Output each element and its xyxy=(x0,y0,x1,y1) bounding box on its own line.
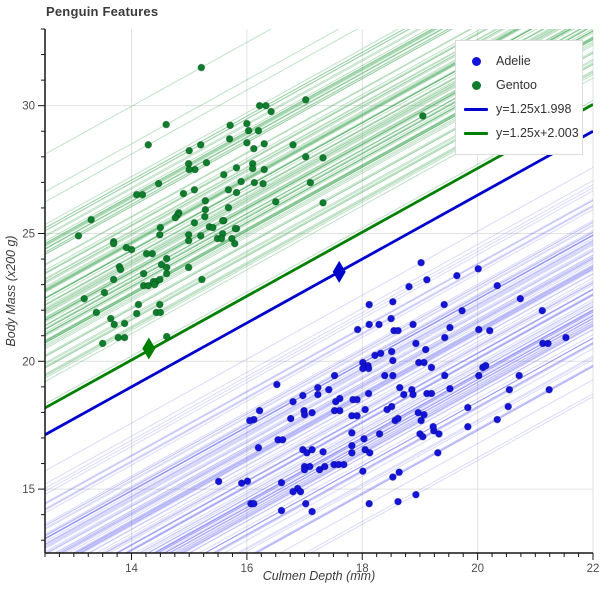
svg-text:16: 16 xyxy=(240,563,253,575)
legend-item-adelie: Adelie xyxy=(463,49,582,73)
adelie-dot-marker xyxy=(463,56,489,66)
legend-label-adelie-fit: y=1.25x1.998 xyxy=(496,102,572,116)
y-axis-label: Body Mass (x200 g) xyxy=(4,235,18,347)
legend-label-gentoo: Gentoo xyxy=(496,78,538,92)
svg-text:20: 20 xyxy=(22,356,35,368)
svg-text:14: 14 xyxy=(125,563,138,575)
svg-text:20: 20 xyxy=(471,563,484,575)
query-diamonds xyxy=(142,260,346,360)
legend-item-gentoo: Gentoo xyxy=(463,73,582,97)
green-line-marker xyxy=(463,131,489,135)
gentoo-dot-marker xyxy=(463,80,489,90)
svg-text:18: 18 xyxy=(356,563,369,575)
legend: Adelie Gentoo y=1.25x1.998 y=1.25x+2.003 xyxy=(455,40,583,155)
gentoo-points xyxy=(74,63,427,348)
svg-text:15: 15 xyxy=(22,484,35,496)
legend-label-adelie: Adelie xyxy=(496,54,531,68)
svg-text:22: 22 xyxy=(587,563,600,575)
chart-title: Penguin Features xyxy=(46,4,159,19)
x-axis-label: Culmen Depth (mm) xyxy=(262,569,376,583)
legend-item-gentoo-fit: y=1.25x+2.003 xyxy=(463,121,582,145)
legend-label-gentoo-fit: y=1.25x+2.003 xyxy=(496,126,579,140)
svg-text:30: 30 xyxy=(22,101,35,113)
svg-text:25: 25 xyxy=(22,228,35,240)
adelie-points xyxy=(214,258,570,516)
legend-item-adelie-fit: y=1.25x1.998 xyxy=(463,97,582,121)
blue-line-marker xyxy=(463,107,489,111)
axes: 14 16 18 20 22 15 20 25 30 xyxy=(22,28,600,575)
